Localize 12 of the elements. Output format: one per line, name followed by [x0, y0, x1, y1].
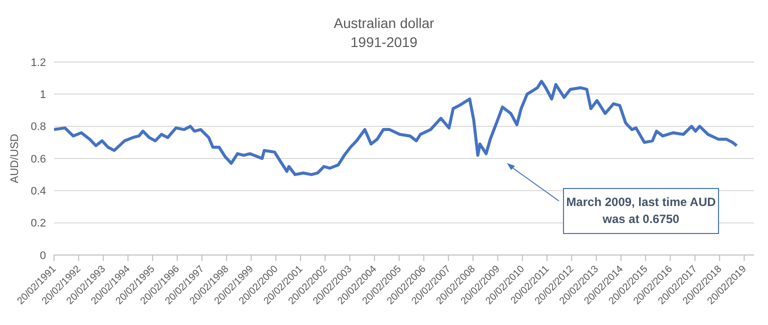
- y-tick-label: 1: [40, 89, 46, 102]
- chart-title: Australian dollar: [332, 14, 436, 33]
- y-axis-title: AUD/USD: [8, 134, 21, 184]
- y-tick-label: 0.2: [30, 218, 46, 230]
- y-tick-label: 0: [40, 250, 46, 262]
- line-series: [54, 80, 738, 176]
- y-tick-label: 0.6: [30, 153, 46, 166]
- y-tick-label: 1.2: [30, 56, 46, 69]
- y-tick-label: 0.4: [30, 186, 46, 198]
- y-tick-label: 0.8: [30, 121, 46, 134]
- annotation: March 2009, last time AUD was at 0.6750: [563, 188, 719, 234]
- chart-subtitle: 1991-2019: [350, 33, 418, 52]
